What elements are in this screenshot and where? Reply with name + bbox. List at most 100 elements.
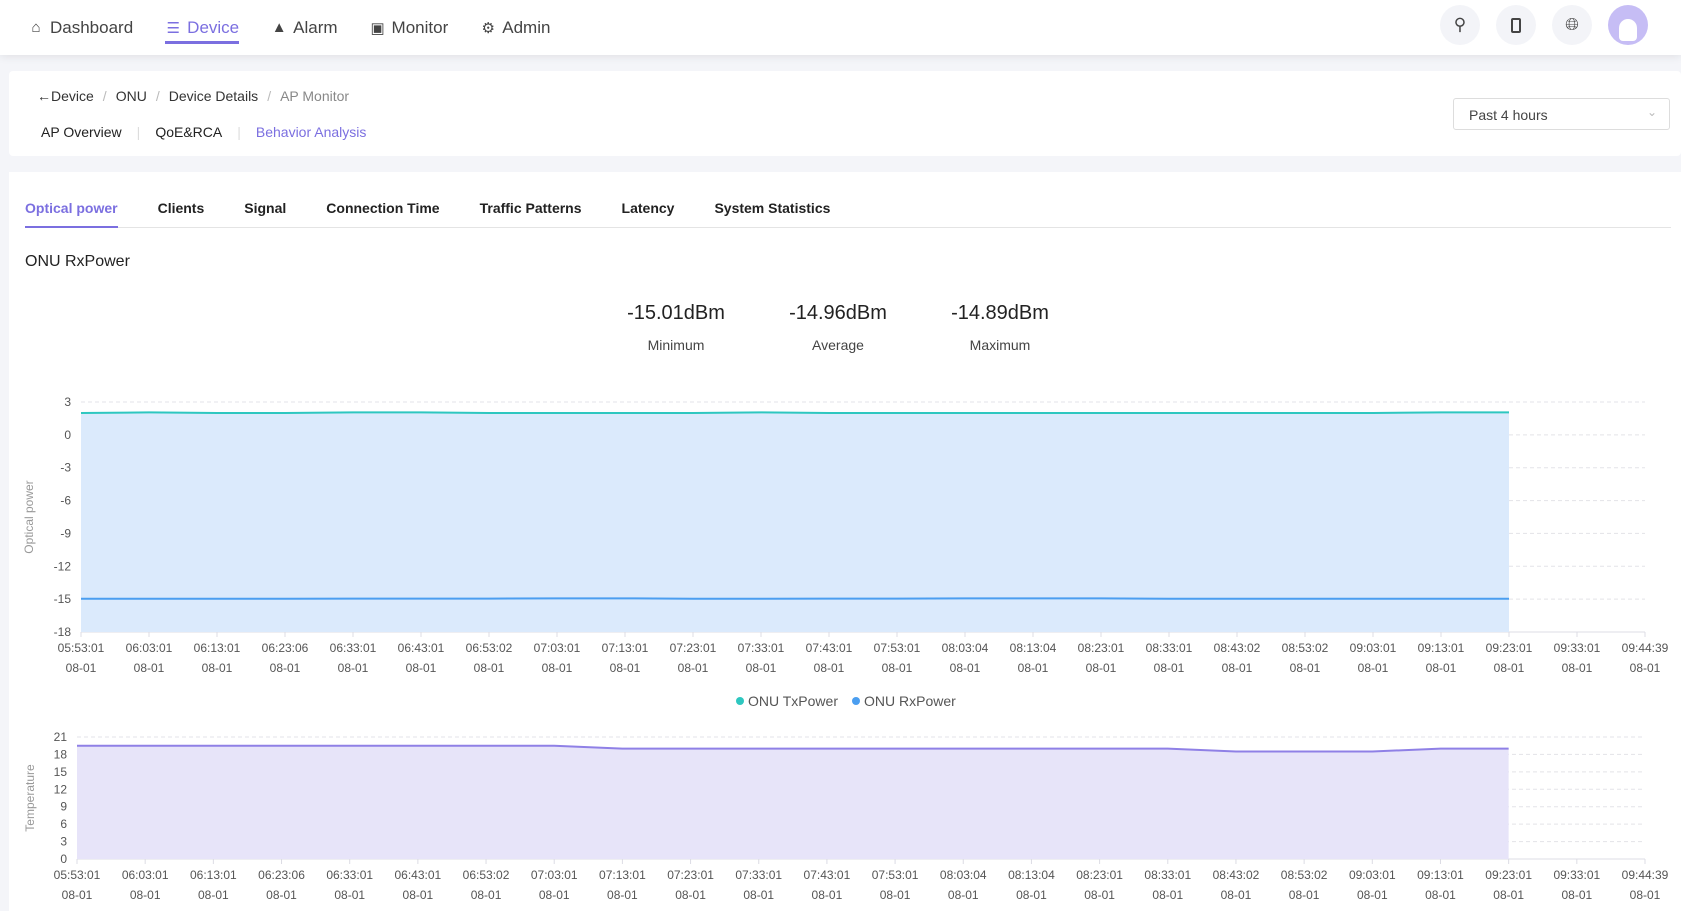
x-tick-date: 08-01 (1086, 661, 1117, 675)
nav-item-alarm[interactable]: ▲ Alarm (271, 0, 338, 55)
y-tick-label: -12 (54, 559, 72, 573)
breadcrumb-back[interactable]: ←Device (37, 88, 94, 104)
x-tick-date: 08-01 (471, 888, 502, 902)
x-tick-date: 08-01 (202, 661, 233, 675)
x-tick-date: 08-01 (743, 888, 774, 902)
nav-item-device[interactable]: ☰ Device (165, 0, 239, 55)
x-tick-label: 06:23:06 (262, 641, 309, 655)
x-tick-label: 07:23:01 (670, 641, 717, 655)
y-tick-label: 12 (54, 782, 68, 796)
x-tick-date: 08-01 (338, 661, 369, 675)
x-tick-label: 07:03:01 (534, 641, 581, 655)
siren-icon: ▲ (271, 19, 287, 36)
x-tick-date: 08-01 (474, 661, 505, 675)
x-tick-date: 08-01 (539, 888, 570, 902)
x-tick-date: 08-01 (1358, 661, 1389, 675)
stat-label: Maximum (969, 337, 1031, 353)
x-tick-date: 08-01 (950, 661, 981, 675)
nav-label: Dashboard (50, 17, 134, 37)
x-tick-label: 06:03:01 (126, 641, 173, 655)
breadcrumb-device-details[interactable]: Device Details (168, 88, 259, 104)
x-tick-label: 09:33:01 (1554, 641, 1601, 655)
x-tick-date: 08-01 (403, 888, 434, 902)
x-tick-label: 09:03:01 (1349, 868, 1396, 882)
tab-traffic-patterns[interactable]: Traffic Patterns (479, 200, 582, 216)
x-tick-date: 08-01 (678, 661, 709, 675)
tab-optical-power[interactable]: Optical power (25, 172, 118, 228)
nav-item-admin[interactable]: ⚙ Admin (480, 0, 551, 55)
x-tick-date: 08-01 (1222, 661, 1253, 675)
x-tick-date: 08-01 (1426, 661, 1457, 675)
search-icon: ⚲ (1453, 15, 1467, 34)
home-icon: ⌂ (31, 19, 41, 36)
x-tick-date: 08-01 (948, 888, 979, 902)
x-tick-label: 07:43:01 (804, 868, 851, 882)
x-tick-label: 05:53:01 (58, 641, 105, 655)
user-avatar[interactable] (1608, 5, 1648, 45)
x-tick-date: 08-01 (1630, 661, 1661, 675)
y-tick-label: -9 (60, 526, 71, 540)
subnav-behavior-analysis[interactable]: Behavior Analysis (255, 124, 367, 140)
x-tick-date: 08-01 (1425, 888, 1456, 902)
section-title: ONU RxPower (25, 253, 130, 270)
stat-maximum: -14.89dBm Maximum (920, 302, 1080, 353)
search-button[interactable]: ⚲ (1440, 5, 1480, 45)
y-tick-label: -15 (54, 592, 72, 606)
x-tick-date: 08-01 (1084, 888, 1115, 902)
x-tick-label: 08:43:02 (1214, 641, 1261, 655)
x-tick-date: 08-01 (1289, 888, 1320, 902)
x-tick-date: 08-01 (266, 888, 297, 902)
x-tick-label: 07:53:01 (874, 641, 921, 655)
x-tick-date: 08-01 (1221, 888, 1252, 902)
header-card: ←Device / ONU / Device Details / AP Monitor… (9, 71, 1681, 156)
tab-signal[interactable]: Signal (244, 200, 287, 216)
x-tick-date: 08-01 (134, 661, 165, 675)
nav-item-dashboard[interactable]: ⌂ Dashboard (28, 0, 133, 55)
series-line-onu-txpower (80, 411, 1509, 414)
language-button[interactable]: 🌐︎ (1552, 5, 1592, 45)
legend-marker (736, 697, 744, 705)
subnav-ap-overview[interactable]: AP Overview (41, 124, 122, 140)
nav-item-monitor[interactable]: ▣ Monitor (370, 0, 448, 55)
x-tick-label: 09:44:39 (1622, 641, 1669, 655)
x-tick-date: 08-01 (1154, 661, 1185, 675)
mobile-button[interactable] (1496, 5, 1536, 45)
x-tick-date: 08-01 (130, 888, 161, 902)
y-tick-label: 18 (54, 747, 68, 761)
legend-label-onu-txpower: ONU TxPower (748, 693, 838, 709)
time-range-select[interactable]: Past 4 hours ⌄ (1453, 98, 1670, 130)
x-tick-label: 06:43:01 (395, 868, 442, 882)
x-tick-label: 08:33:01 (1144, 868, 1191, 882)
x-tick-label: 07:43:01 (806, 641, 853, 655)
y-tick-label: 21 (54, 730, 68, 744)
nav-label: Admin (502, 17, 551, 37)
tab-clients[interactable]: Clients (157, 200, 205, 216)
y-tick-label: 6 (60, 817, 67, 831)
breadcrumb-onu[interactable]: ONU (115, 88, 147, 104)
tab-bar: Optical power Clients Signal Connection Tim… (25, 172, 1671, 228)
tab-latency[interactable]: Latency (621, 200, 675, 216)
x-tick-label: 07:03:01 (531, 868, 578, 882)
mobile-icon (1511, 17, 1521, 33)
x-tick-date: 08-01 (1561, 888, 1592, 902)
x-tick-label: 07:33:01 (735, 868, 782, 882)
chevron-down-icon: ⌄ (1646, 105, 1657, 119)
subnav-qoe-rca[interactable]: QoE&RCA (155, 124, 223, 140)
x-tick-label: 08:53:02 (1282, 641, 1329, 655)
x-tick-date: 08-01 (334, 888, 365, 902)
series-line-temperature (77, 744, 1509, 753)
user-icon (1619, 19, 1637, 41)
x-tick-date: 08-01 (62, 888, 93, 902)
stat-minimum: -15.01dBm Minimum (596, 302, 756, 353)
y-tick-label: 9 (60, 800, 67, 814)
window-icon: ▣ (370, 19, 385, 37)
x-tick-label: 06:13:01 (190, 868, 237, 882)
server-icon: ☰ (166, 19, 180, 37)
breadcrumb-device[interactable]: Device (51, 88, 94, 104)
x-tick-label: 09:03:01 (1350, 641, 1397, 655)
tab-connection-time[interactable]: Connection Time (326, 200, 440, 216)
time-range-value: Past 4 hours (1469, 107, 1548, 123)
x-tick-label: 06:43:01 (398, 641, 445, 655)
stat-value: -14.89dBm (951, 302, 1049, 324)
tab-system-statistics[interactable]: System Statistics (714, 200, 831, 216)
